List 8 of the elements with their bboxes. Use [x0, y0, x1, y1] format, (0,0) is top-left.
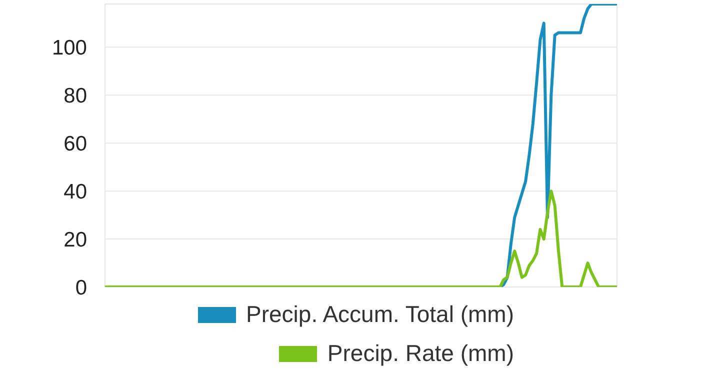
- legend-label: Precip. Rate (mm): [327, 340, 514, 367]
- y-tick-label: 60: [64, 132, 87, 156]
- y-tick-label: 100: [52, 36, 87, 60]
- y-tick-label: 0: [75, 276, 87, 300]
- y-tick-label: 40: [64, 180, 87, 204]
- y-tick-label: 80: [64, 84, 87, 108]
- legend-label: Precip. Accum. Total (mm): [246, 301, 514, 328]
- y-tick-label: 20: [64, 228, 87, 252]
